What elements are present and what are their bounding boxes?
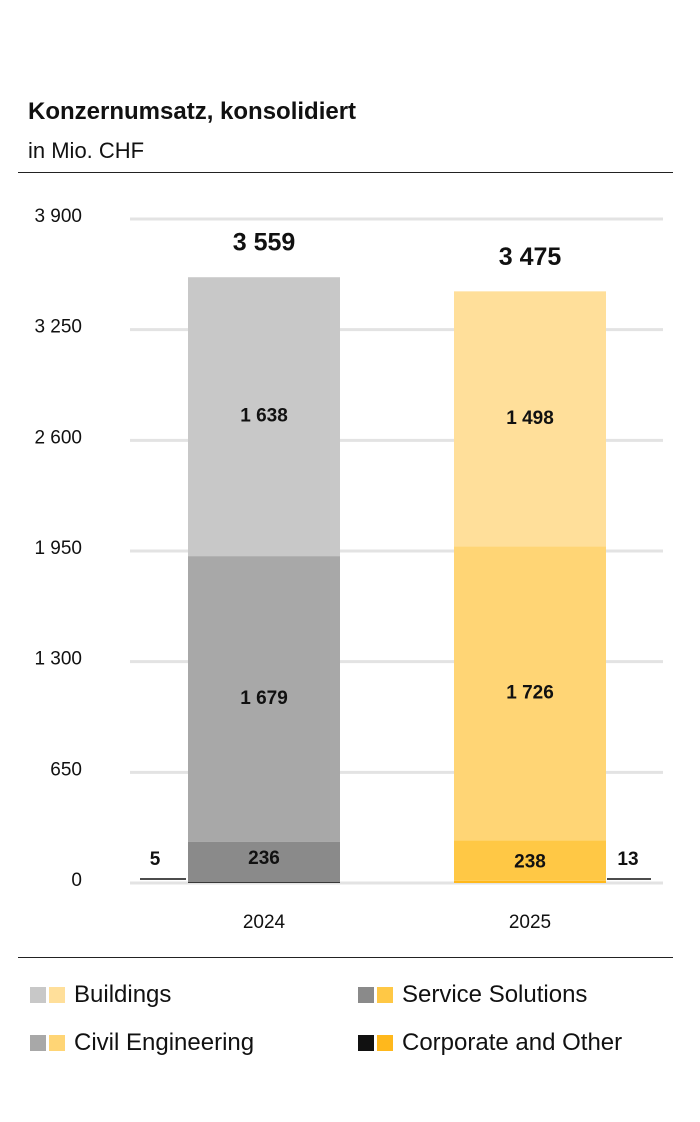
y-tick-label-1300: 1 300 [34, 649, 82, 670]
legend-swatch-service-solutions-2025 [377, 987, 393, 1003]
x-tick-label-2025: 2025 [509, 912, 551, 933]
bar-civil-engineering-2025 [454, 546, 606, 841]
bar-service-solutions-2024 [188, 841, 340, 883]
legend-swatch-buildings-2025 [49, 987, 65, 1003]
legend-label-buildings: Buildings [74, 981, 172, 1008]
data-label-corporate-other-2024: 5 [150, 849, 161, 870]
legend-item-corporate-other: Corporate and Other [358, 1028, 622, 1058]
data-label-civil-engineering-2025: 1 726 [506, 682, 554, 703]
bar-buildings-2025 [454, 291, 606, 547]
y-tick-label-2600: 2 600 [34, 427, 82, 448]
chart-subtitle: in Mio. CHF [28, 138, 145, 163]
legend-swatch-civil-engineering-2025 [49, 1035, 65, 1051]
total-label-2024: 3 559 [233, 229, 296, 257]
legend-swatch-buildings-2024 [30, 987, 46, 1003]
legend-swatch-service-solutions-2024 [358, 987, 374, 1003]
legend-item-civil-engineering: Civil Engineering [30, 1028, 254, 1058]
y-tick-label-0: 0 [71, 870, 82, 891]
legend-label-civil-engineering: Civil Engineering [74, 1029, 255, 1056]
y-tick-label-3900: 3 900 [34, 206, 82, 227]
data-label-civil-engineering-2024: 1 679 [240, 688, 288, 709]
legend-label-corporate-other: Corporate and Other [402, 1029, 623, 1056]
y-tick-label-3250: 3 250 [34, 317, 82, 338]
bar-corporate-other-2025 [454, 880, 606, 883]
data-label-service-solutions-2024: 236 [248, 848, 280, 869]
top-divider [18, 172, 673, 173]
y-tick-label-1950: 1 950 [34, 538, 82, 559]
bottom-divider [18, 957, 673, 958]
stacked-bar-chart: 0 650 1 300 1 950 2 600 3 250 3 900 3 559 2024 3 … [34, 206, 663, 933]
data-label-corporate-other-2025: 13 [617, 849, 638, 870]
legend-swatch-corporate-other-2025 [377, 1035, 393, 1051]
data-label-buildings-2025: 1 498 [506, 408, 554, 429]
bar-corporate-other-2024 [188, 882, 340, 883]
bar-buildings-2024 [188, 277, 340, 557]
legend-item-service-solutions: Service Solutions [358, 980, 587, 1010]
chart-title: Konzernumsatz, konsolidiert [28, 98, 357, 125]
bar-civil-engineering-2024 [188, 556, 340, 842]
legend-item-buildings: Buildings [30, 980, 171, 1010]
data-label-service-solutions-2025: 238 [514, 851, 546, 872]
legend-swatch-civil-engineering-2024 [30, 1035, 46, 1051]
legend-label-service-solutions: Service Solutions [402, 981, 588, 1008]
bar-service-solutions-2025 [454, 840, 606, 881]
y-tick-label-650: 650 [50, 759, 82, 780]
total-label-2025: 3 475 [499, 243, 562, 271]
x-tick-label-2024: 2024 [243, 912, 286, 933]
legend-swatch-corporate-other-2024 [358, 1035, 374, 1051]
data-label-buildings-2024: 1 638 [240, 406, 288, 427]
